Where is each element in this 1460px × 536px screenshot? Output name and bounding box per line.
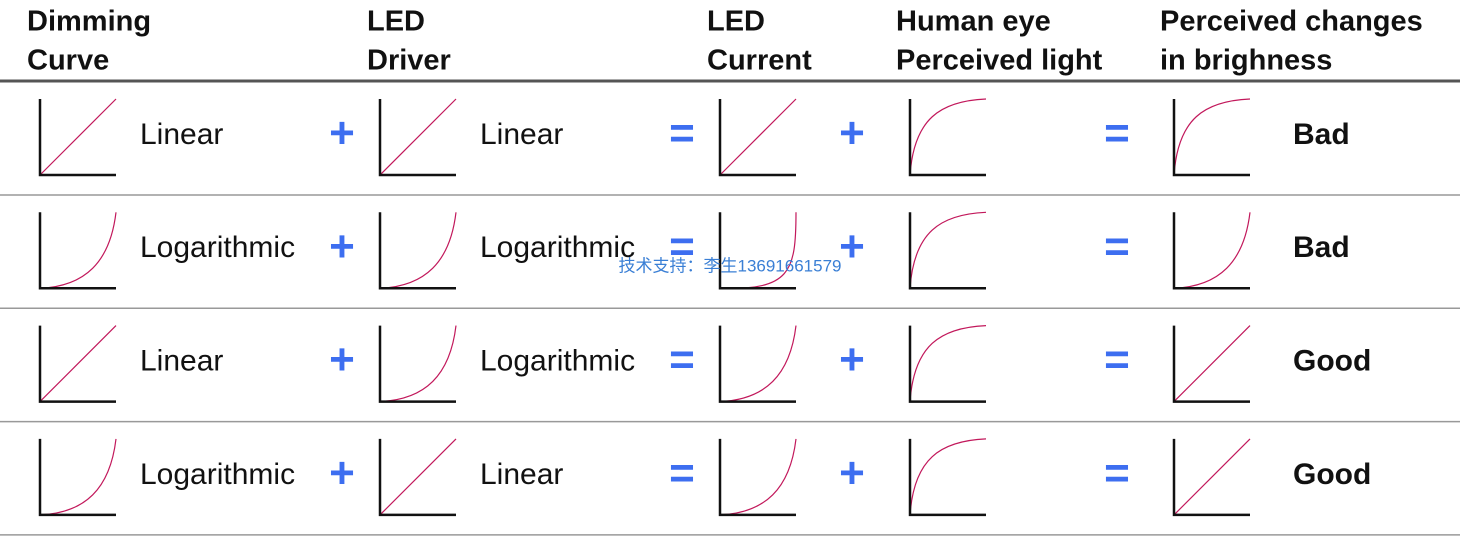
- plus: +: [839, 335, 865, 384]
- equals: =: [669, 449, 695, 498]
- curve-axes: [908, 212, 986, 290]
- column-header: in brighness: [1160, 45, 1332, 77]
- curve-axes: [38, 212, 116, 290]
- column-header: LED: [707, 6, 765, 38]
- curve-icon: [909, 98, 987, 176]
- curve-icon: [719, 325, 797, 403]
- curve-axes: [1172, 325, 1250, 403]
- curve-icon: [379, 438, 457, 516]
- driver-label: Linear: [480, 458, 563, 491]
- curve-axes: [1172, 212, 1250, 290]
- curve-axes: [378, 99, 456, 177]
- curve-axes: [718, 325, 796, 403]
- column-header: Driver: [367, 45, 451, 77]
- result: Good: [1293, 345, 1371, 378]
- equals: =: [1104, 335, 1130, 384]
- plus: +: [839, 109, 865, 158]
- plus: +: [329, 109, 355, 158]
- driver-label: Logarithmic: [480, 231, 635, 264]
- plus: +: [329, 449, 355, 498]
- curve-axes: [718, 212, 796, 290]
- watermark: 技术支持：李生13691661579: [618, 256, 841, 275]
- curve-axes: [38, 325, 116, 403]
- curve-icon: [1173, 438, 1251, 516]
- curve-label: Logarithmic: [140, 458, 295, 491]
- plus: +: [329, 335, 355, 384]
- driver-label: Logarithmic: [480, 345, 635, 378]
- curve-axes: [378, 212, 456, 290]
- column-header: LED: [367, 6, 425, 38]
- plus: +: [329, 222, 355, 271]
- curve-icon: [1173, 98, 1251, 176]
- curve-icon: [909, 325, 987, 402]
- curve-label: Linear: [140, 345, 223, 378]
- curve-icon: [909, 211, 987, 289]
- curve-label: Linear: [140, 118, 223, 151]
- curve-axes: [908, 99, 986, 177]
- plus: +: [839, 449, 865, 498]
- equals: =: [1104, 449, 1130, 498]
- curve-icon: [379, 212, 457, 289]
- equals: =: [669, 109, 695, 158]
- driver-label: Linear: [480, 118, 563, 151]
- equals: =: [669, 335, 695, 384]
- column-header: Perceived changes: [1160, 6, 1423, 38]
- equals: =: [1104, 109, 1130, 158]
- curve-axes: [1172, 99, 1250, 177]
- result: Bad: [1293, 118, 1350, 151]
- curve-icon: [719, 438, 797, 516]
- column-header: Human eye: [896, 6, 1051, 38]
- curve-axes: [1172, 438, 1250, 517]
- curve-icon: [1173, 325, 1251, 403]
- plus: +: [839, 222, 865, 271]
- curve-axes: [378, 438, 456, 517]
- curve-icon: [379, 98, 457, 176]
- curve-label: Logarithmic: [140, 231, 295, 264]
- curve-axes: [378, 325, 456, 403]
- column-header: Curve: [27, 45, 109, 77]
- result: Bad: [1293, 231, 1350, 264]
- equals: =: [1104, 222, 1130, 271]
- curve-icon: [39, 325, 117, 403]
- curve-axes: [38, 99, 116, 177]
- curve-icon: [1173, 212, 1251, 289]
- curve-icon: [39, 98, 117, 176]
- column-header: Current: [707, 45, 812, 77]
- curve-axes: [718, 438, 796, 517]
- curve-icon: [39, 438, 117, 516]
- curve-icon: [719, 98, 797, 176]
- result: Good: [1293, 458, 1371, 491]
- curve-icon: [39, 212, 117, 289]
- column-header: Dimming: [27, 6, 151, 38]
- curve-axes: [38, 438, 116, 517]
- equals: =: [669, 222, 695, 271]
- curve-icon: [719, 212, 797, 289]
- curve-icon: [379, 325, 457, 403]
- curve-icon: [909, 438, 987, 515]
- curve-axes: [908, 325, 986, 403]
- curve-axes: [908, 438, 986, 517]
- curve-axes: [718, 99, 796, 177]
- column-header: Perceived light: [896, 45, 1103, 77]
